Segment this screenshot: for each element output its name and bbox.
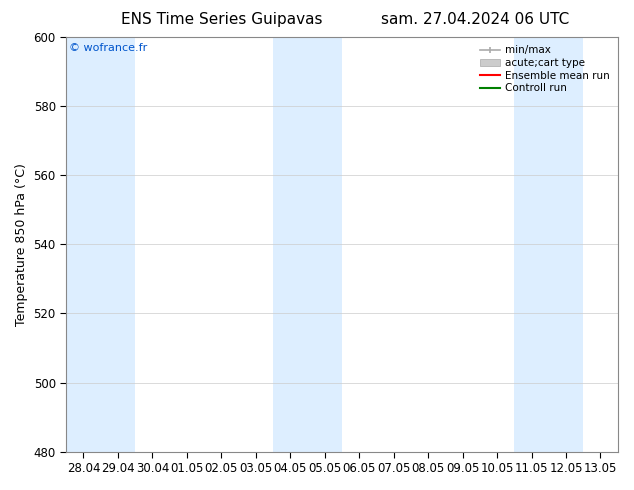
Bar [273,37,342,452]
Y-axis label: Temperature 850 hPa (°C): Temperature 850 hPa (°C) [15,163,28,326]
Text: © wofrance.fr: © wofrance.fr [69,44,147,53]
Text: sam. 27.04.2024 06 UTC: sam. 27.04.2024 06 UTC [382,12,569,27]
Text: ENS Time Series Guipavas: ENS Time Series Guipavas [121,12,323,27]
Legend: min/max, acute;cart type, Ensemble mean run, Controll run: min/max, acute;cart type, Ensemble mean … [477,42,612,97]
Bar [514,37,583,452]
Bar [66,37,135,452]
